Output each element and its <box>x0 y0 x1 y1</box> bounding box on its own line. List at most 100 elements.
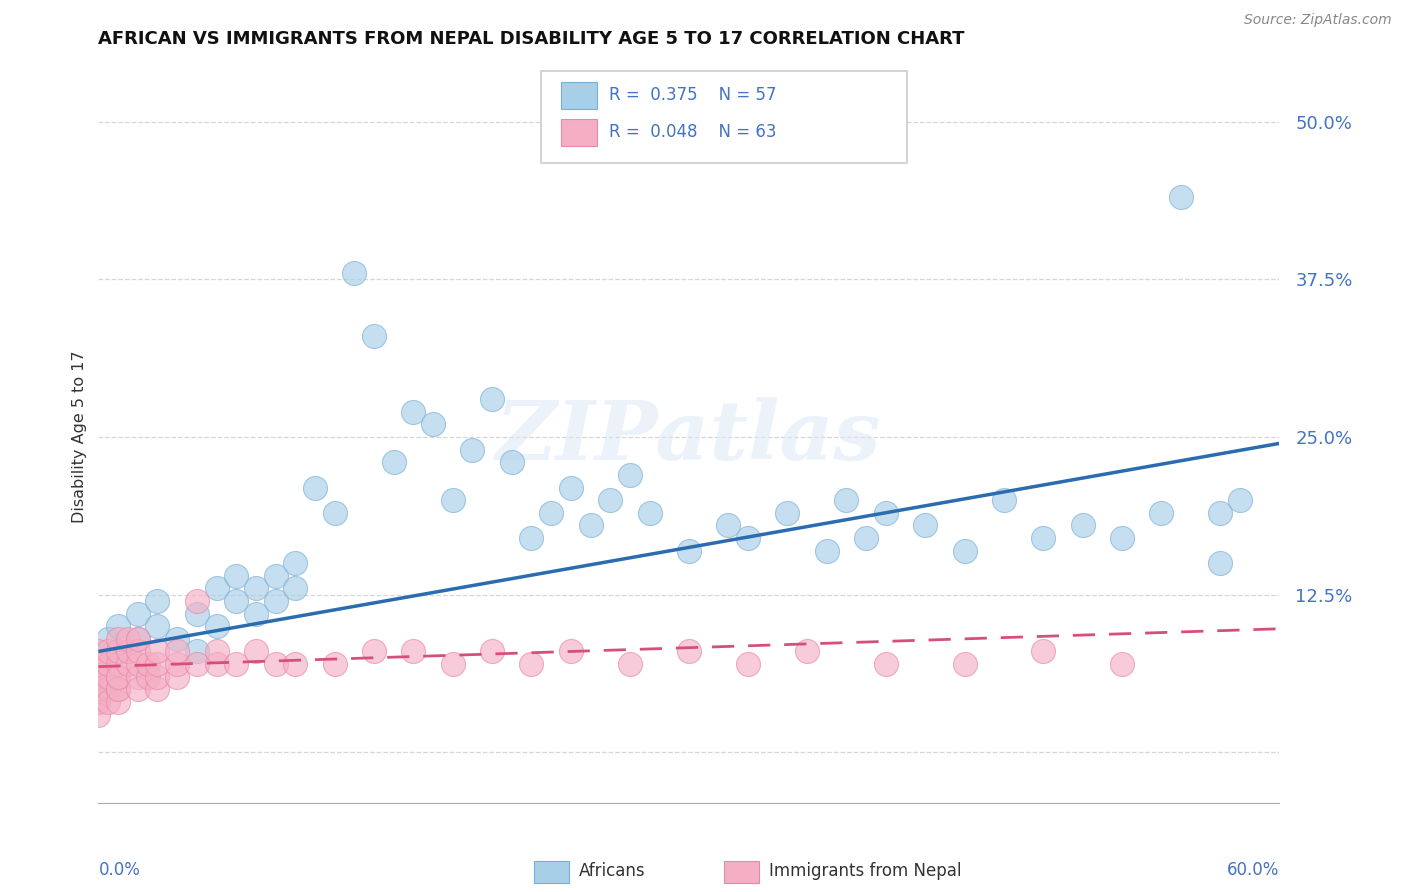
Point <box>146 594 169 608</box>
Point <box>146 644 169 658</box>
Point <box>127 657 149 671</box>
Text: R =  0.375    N = 57: R = 0.375 N = 57 <box>609 87 776 104</box>
Point <box>737 531 759 545</box>
Point <box>127 644 149 658</box>
Point <box>225 594 247 608</box>
Point <box>146 619 169 633</box>
Point <box>87 707 110 722</box>
Point <box>87 682 110 697</box>
Point <box>855 531 877 545</box>
Point <box>461 442 484 457</box>
Point <box>87 657 110 671</box>
Point <box>264 594 287 608</box>
Text: 60.0%: 60.0% <box>1227 862 1279 880</box>
Point <box>107 657 129 671</box>
Point <box>225 569 247 583</box>
Point <box>737 657 759 671</box>
Point <box>1229 493 1251 508</box>
Point <box>127 682 149 697</box>
Point <box>107 619 129 633</box>
Point <box>402 644 425 658</box>
Point <box>166 644 188 658</box>
Point <box>815 543 838 558</box>
Point <box>678 543 700 558</box>
Point <box>205 582 228 596</box>
Point <box>245 644 267 658</box>
Point <box>87 695 110 709</box>
Point <box>87 670 110 684</box>
Point <box>382 455 405 469</box>
Y-axis label: Disability Age 5 to 17: Disability Age 5 to 17 <box>72 351 87 524</box>
Point <box>796 644 818 658</box>
Point <box>245 607 267 621</box>
Point <box>1209 556 1232 570</box>
Point <box>619 467 641 482</box>
Point <box>1209 506 1232 520</box>
Point <box>599 493 621 508</box>
Point <box>136 670 159 684</box>
Point <box>363 329 385 343</box>
Point <box>520 657 543 671</box>
Point <box>97 682 120 697</box>
Point <box>993 493 1015 508</box>
Point <box>678 644 700 658</box>
Point <box>638 506 661 520</box>
Point <box>136 657 159 671</box>
Point <box>87 657 110 671</box>
Point <box>1170 190 1192 204</box>
Point <box>87 670 110 684</box>
Point <box>264 569 287 583</box>
Point <box>97 644 120 658</box>
Text: 0.0%: 0.0% <box>98 862 141 880</box>
Point <box>186 607 208 621</box>
Point <box>481 644 503 658</box>
Point <box>107 670 129 684</box>
Point <box>127 632 149 646</box>
Point <box>619 657 641 671</box>
Point <box>284 556 307 570</box>
Point <box>166 632 188 646</box>
Point <box>1111 531 1133 545</box>
Point <box>146 670 169 684</box>
Point <box>205 619 228 633</box>
Point <box>107 644 129 658</box>
Point <box>835 493 858 508</box>
Point <box>343 266 366 280</box>
Point <box>166 657 188 671</box>
Point <box>117 632 139 646</box>
Point <box>117 657 139 671</box>
FancyBboxPatch shape <box>541 71 907 163</box>
Point <box>205 657 228 671</box>
Point <box>953 543 976 558</box>
Point <box>107 670 129 684</box>
Point <box>127 670 149 684</box>
Point <box>205 644 228 658</box>
Point <box>284 582 307 596</box>
Point <box>579 518 602 533</box>
Point <box>323 657 346 671</box>
Point <box>1111 657 1133 671</box>
Point <box>776 506 799 520</box>
Point <box>422 417 444 432</box>
Point <box>186 594 208 608</box>
Text: Source: ZipAtlas.com: Source: ZipAtlas.com <box>1244 13 1392 28</box>
Point <box>520 531 543 545</box>
Text: Africans: Africans <box>579 863 645 880</box>
Point <box>186 657 208 671</box>
Point <box>501 455 523 469</box>
Point <box>245 582 267 596</box>
Point <box>264 657 287 671</box>
Text: R =  0.048    N = 63: R = 0.048 N = 63 <box>609 123 776 141</box>
Point <box>97 670 120 684</box>
Point <box>953 657 976 671</box>
Point <box>875 657 897 671</box>
Point <box>363 644 385 658</box>
Point <box>107 644 129 658</box>
Point <box>127 607 149 621</box>
Point <box>107 695 129 709</box>
Point <box>225 657 247 671</box>
Point <box>560 481 582 495</box>
Point <box>87 695 110 709</box>
Point <box>914 518 936 533</box>
Point <box>560 644 582 658</box>
